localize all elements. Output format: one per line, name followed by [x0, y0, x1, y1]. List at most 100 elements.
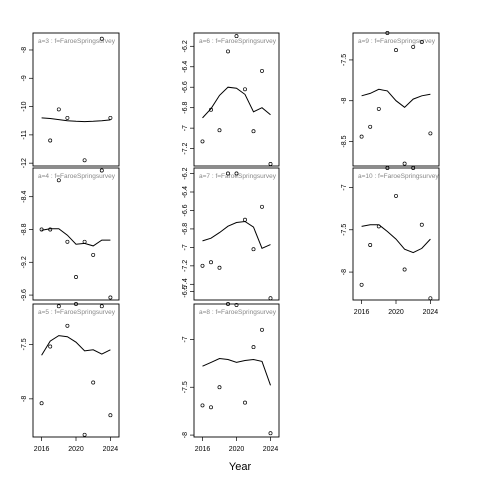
y-tick-label: -9 — [21, 75, 28, 81]
data-point — [65, 239, 70, 244]
panel-frame — [32, 32, 120, 167]
data-point — [99, 304, 104, 309]
data-point — [251, 129, 256, 134]
x-tick-label: 2016 — [195, 446, 211, 453]
data-point — [411, 44, 416, 49]
panel-frame — [32, 167, 120, 301]
panel-frame — [352, 167, 440, 301]
smooth-line — [202, 220, 271, 249]
data-point — [359, 282, 364, 287]
data-point — [108, 115, 113, 120]
data-point — [56, 107, 61, 112]
data-point — [376, 224, 381, 229]
data-point — [99, 36, 104, 41]
panel-frame — [352, 32, 440, 167]
y-tick-label: -6.6 — [182, 204, 189, 216]
x-tick-label: 2016 — [34, 446, 50, 453]
panel-strip-label: a=7 : f=FaroeSpringsurvey — [199, 173, 277, 180]
data-point — [200, 263, 205, 268]
data-point — [56, 304, 61, 309]
data-point — [39, 227, 44, 232]
panel-strip-label: a=3 : f=FaroeSpringsurvey — [38, 38, 116, 45]
data-point — [48, 344, 53, 349]
data-point — [234, 303, 239, 307]
panel-strip-label: a=5 : f=FaroeSpringsurvey — [38, 309, 116, 316]
data-point — [260, 327, 264, 332]
smooth-line — [41, 228, 111, 247]
data-point — [251, 345, 256, 350]
data-point — [217, 265, 222, 270]
panel-7: a=9 : f=FaroeSpringsurvey -7.5 -8 -8.5 — [341, 31, 440, 167]
data-point — [200, 139, 205, 144]
y-tick-label: -6.4 — [182, 61, 189, 73]
data-point — [268, 296, 273, 301]
data-point — [260, 204, 264, 209]
data-point — [82, 158, 87, 163]
x-tick-label: 2020 — [388, 309, 404, 316]
data-point — [91, 380, 96, 385]
y-tick-label: -7.4 — [182, 278, 189, 290]
data-point — [82, 239, 87, 244]
data-point — [226, 49, 230, 54]
data-point — [65, 323, 70, 328]
data-point — [108, 413, 113, 418]
data-point — [226, 171, 230, 176]
y-tick-label: -6.8 — [182, 223, 189, 235]
smooth-line — [202, 357, 271, 386]
data-point — [243, 400, 247, 405]
panel-strip-label: a=10 : f=FaroeSpringsurvey — [358, 173, 439, 180]
y-tick-label: -10 — [21, 101, 28, 111]
y-tick-label: -8 — [341, 98, 348, 104]
data-point — [243, 87, 247, 92]
y-tick-label: -7.5 — [341, 54, 348, 66]
data-point — [209, 260, 213, 265]
panel-strip-label: a=4 : f=FaroeSpringsurvey — [38, 173, 116, 180]
data-point — [251, 247, 256, 252]
y-tick-label: -8 — [21, 396, 28, 402]
data-point — [368, 124, 373, 129]
data-point — [39, 401, 44, 406]
smooth-line — [41, 335, 111, 356]
y-tick-label: -7.2 — [182, 260, 189, 272]
smooth-line — [41, 117, 111, 123]
data-point — [99, 168, 104, 173]
panel-5: a=7 : f=FaroeSpringsurvey -6.2 -6.4 -6.6 -6.… — [182, 167, 280, 301]
y-tick-label: -6.2 — [182, 167, 189, 179]
data-point — [217, 385, 222, 390]
y-tick-label: -8.8 — [21, 223, 28, 235]
data-point — [82, 432, 87, 437]
panel-strip-label: a=9 : f=FaroeSpringsurvey — [358, 38, 436, 45]
y-tick-label: -12 — [21, 158, 28, 168]
x-tick-label: 2024 — [263, 446, 279, 453]
data-point — [65, 115, 70, 120]
data-point — [234, 171, 239, 176]
data-point — [368, 243, 373, 247]
panel-4: a=6 : f=FaroeSpringsurvey -6.2 -6.4 -6.6 -6.… — [182, 32, 280, 167]
smooth-line — [202, 86, 271, 119]
smooth-line — [361, 88, 431, 108]
x-tick-label: 2016 — [354, 309, 370, 316]
data-point — [260, 68, 264, 73]
smooth-line — [361, 224, 431, 254]
data-point — [268, 162, 273, 166]
y-tick-label: -8 — [182, 432, 189, 438]
data-point — [428, 131, 433, 136]
panel-frame — [193, 32, 280, 167]
panel-3: a=5 : f=FaroeSpringsurvey -7.5 -8 2016 2020 2… — [21, 302, 120, 453]
y-tick-label: -7 — [341, 184, 348, 190]
data-point — [394, 48, 398, 53]
data-point — [48, 138, 53, 143]
x-tick-label: 2024 — [103, 446, 119, 453]
data-point — [385, 31, 390, 35]
y-tick-label: -6.8 — [182, 102, 189, 114]
data-point — [385, 166, 390, 170]
y-tick-label: -7.2 — [182, 142, 189, 154]
data-point — [209, 107, 213, 112]
data-point — [419, 222, 424, 227]
panel-strip-label: a=8 : f=FaroeSpringsurvey — [199, 309, 277, 316]
panel-8: a=10 : f=FaroeSpringsurvey -7 -7.5 -8 2016 20… — [341, 166, 440, 316]
y-tick-label: -9.6 — [21, 289, 28, 301]
x-tick-label: 2020 — [229, 446, 245, 453]
y-tick-label: -7.5 — [21, 338, 28, 350]
y-tick-label: -11 — [21, 130, 28, 140]
